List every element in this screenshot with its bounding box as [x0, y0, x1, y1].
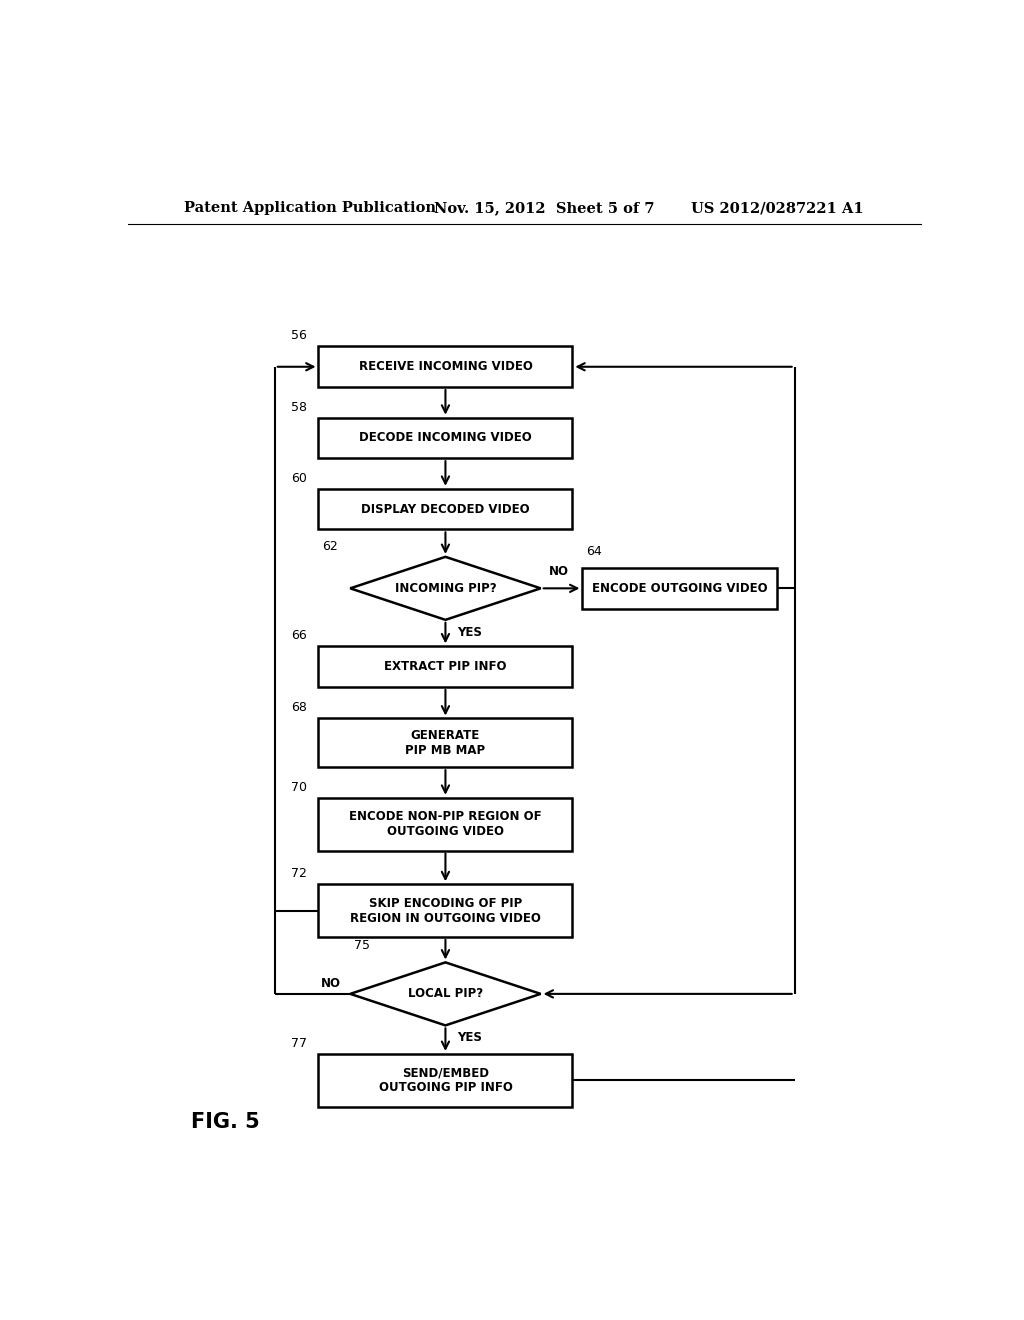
- Text: 66: 66: [291, 630, 306, 643]
- FancyBboxPatch shape: [318, 647, 572, 686]
- Text: 68: 68: [291, 701, 306, 714]
- Text: DISPLAY DECODED VIDEO: DISPLAY DECODED VIDEO: [361, 503, 529, 516]
- Text: 70: 70: [291, 780, 306, 793]
- FancyBboxPatch shape: [318, 488, 572, 529]
- Text: NO: NO: [549, 565, 568, 578]
- Text: DECODE INCOMING VIDEO: DECODE INCOMING VIDEO: [359, 432, 531, 445]
- Text: 75: 75: [354, 940, 371, 952]
- FancyBboxPatch shape: [318, 718, 572, 767]
- Text: FIG. 5: FIG. 5: [191, 1111, 260, 1133]
- Text: 56: 56: [291, 330, 306, 342]
- Polygon shape: [350, 962, 541, 1026]
- Text: LOCAL PIP?: LOCAL PIP?: [408, 987, 483, 1001]
- FancyBboxPatch shape: [318, 884, 572, 937]
- Text: 62: 62: [323, 540, 338, 553]
- Text: EXTRACT PIP INFO: EXTRACT PIP INFO: [384, 660, 507, 673]
- Text: RECEIVE INCOMING VIDEO: RECEIVE INCOMING VIDEO: [358, 360, 532, 374]
- Polygon shape: [350, 557, 541, 620]
- Text: 58: 58: [291, 400, 306, 413]
- Text: 64: 64: [587, 545, 602, 558]
- FancyBboxPatch shape: [318, 417, 572, 458]
- Text: US 2012/0287221 A1: US 2012/0287221 A1: [691, 201, 864, 215]
- Text: Patent Application Publication: Patent Application Publication: [183, 201, 435, 215]
- Text: 72: 72: [291, 867, 306, 880]
- Text: YES: YES: [458, 1031, 482, 1044]
- Text: Nov. 15, 2012  Sheet 5 of 7: Nov. 15, 2012 Sheet 5 of 7: [433, 201, 654, 215]
- Text: YES: YES: [458, 626, 482, 639]
- Text: SEND/EMBED
OUTGOING PIP INFO: SEND/EMBED OUTGOING PIP INFO: [379, 1067, 512, 1094]
- Text: SKIP ENCODING OF PIP
REGION IN OUTGOING VIDEO: SKIP ENCODING OF PIP REGION IN OUTGOING …: [350, 896, 541, 924]
- FancyBboxPatch shape: [318, 1053, 572, 1106]
- Text: NO: NO: [321, 977, 341, 990]
- FancyBboxPatch shape: [318, 797, 572, 850]
- Text: GENERATE
PIP MB MAP: GENERATE PIP MB MAP: [406, 729, 485, 756]
- Text: ENCODE NON-PIP REGION OF
OUTGOING VIDEO: ENCODE NON-PIP REGION OF OUTGOING VIDEO: [349, 810, 542, 838]
- FancyBboxPatch shape: [583, 568, 777, 609]
- Text: INCOMING PIP?: INCOMING PIP?: [394, 582, 497, 595]
- Text: ENCODE OUTGOING VIDEO: ENCODE OUTGOING VIDEO: [592, 582, 767, 595]
- Text: 60: 60: [291, 471, 306, 484]
- FancyBboxPatch shape: [318, 346, 572, 387]
- Text: 77: 77: [291, 1036, 306, 1049]
